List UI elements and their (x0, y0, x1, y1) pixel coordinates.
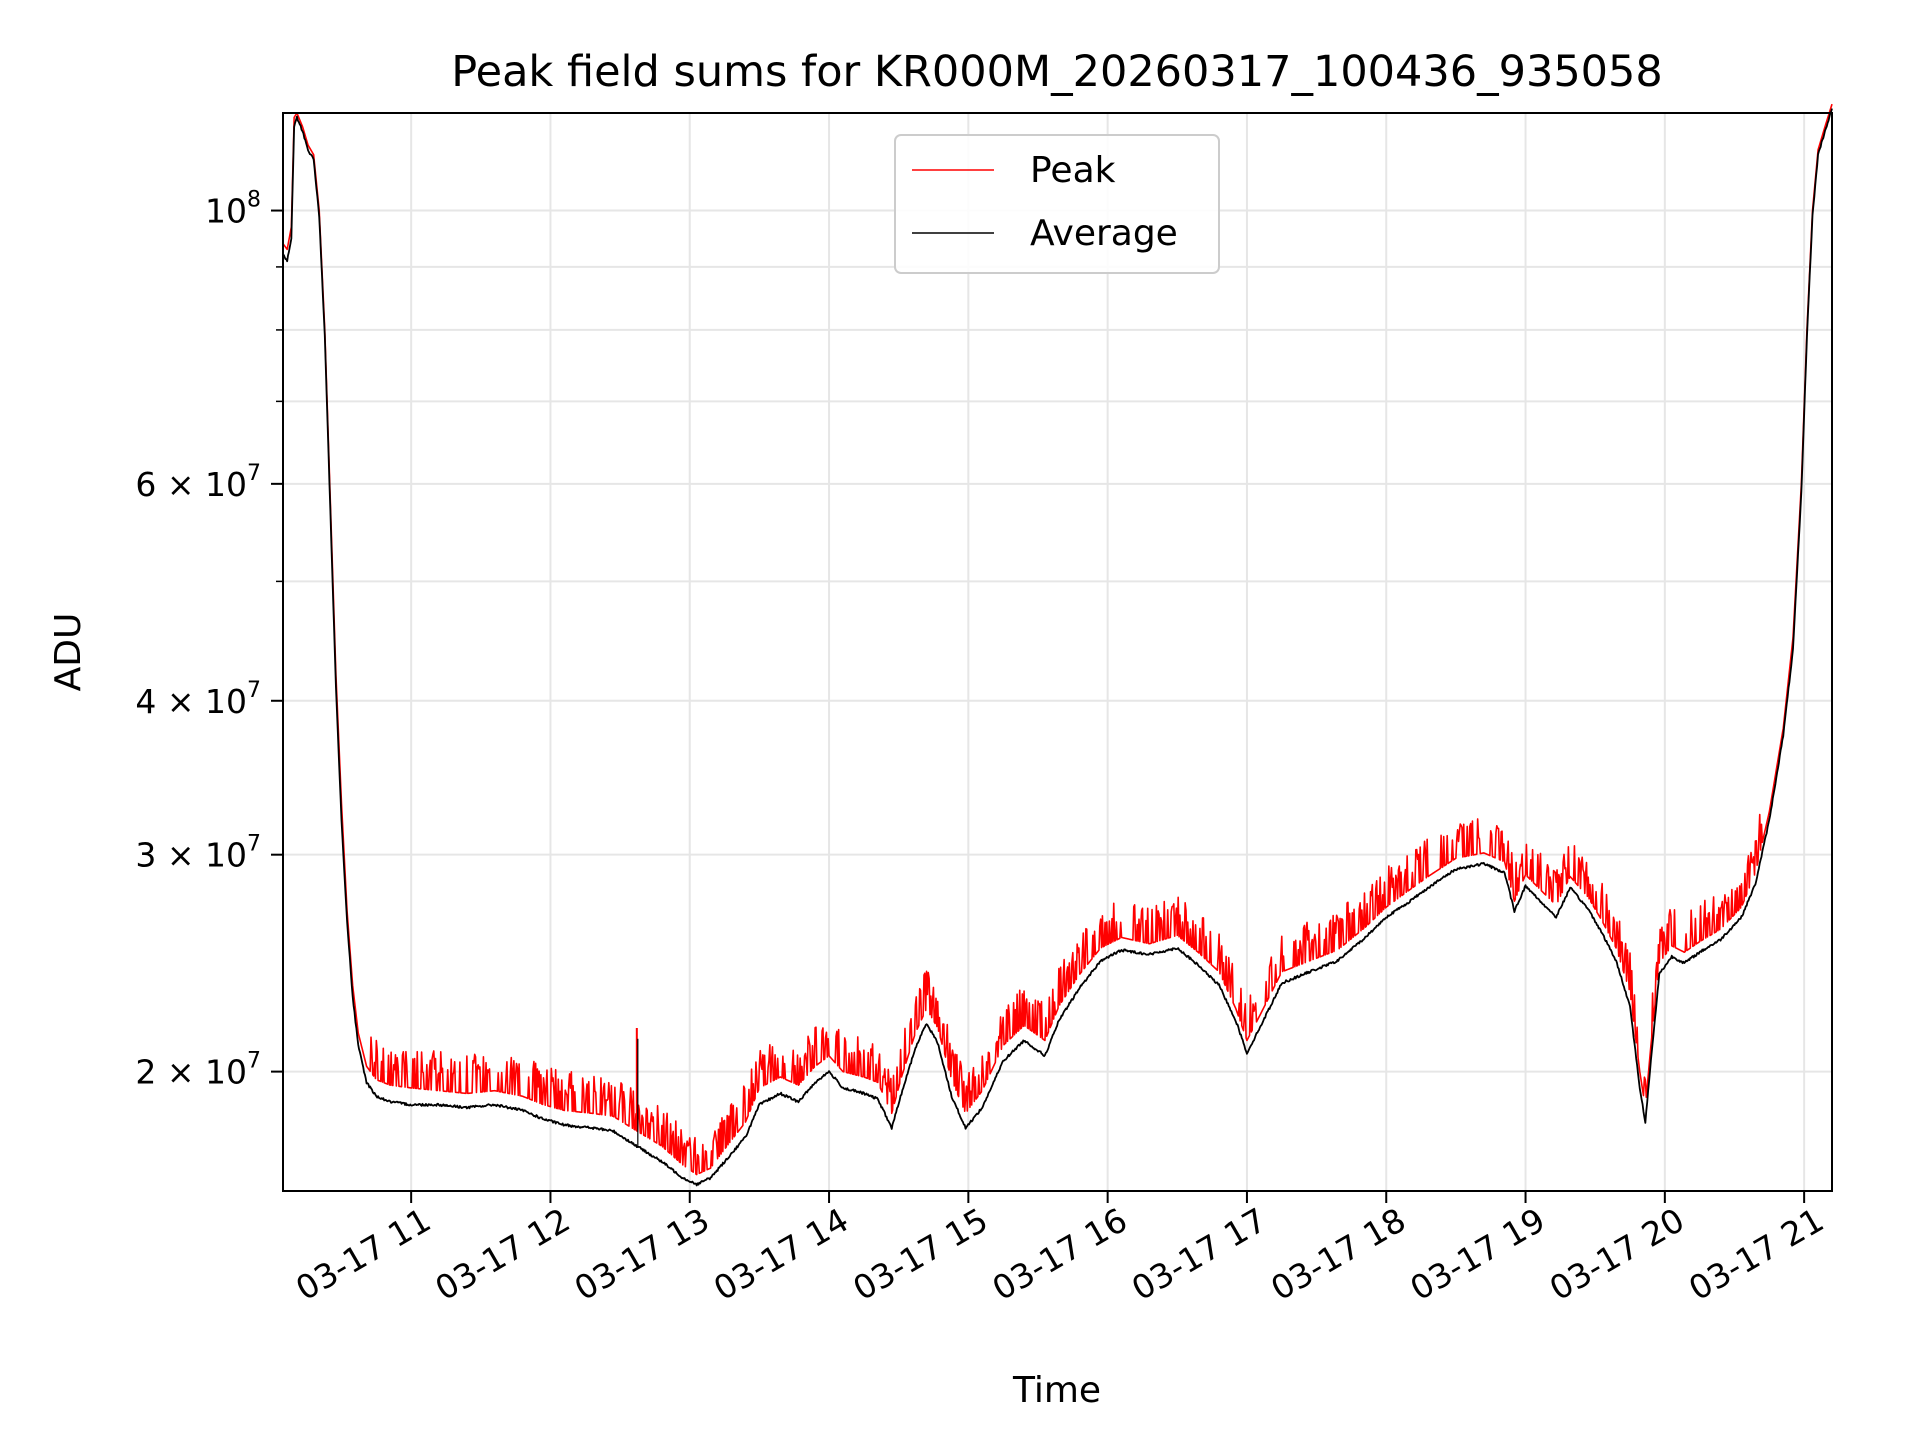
y-tick-label: 6 × 107 (135, 461, 261, 504)
series-line-average (282, 108, 1833, 1187)
legend-average-label: Average (1030, 213, 1178, 254)
y-tick-label: 108 (205, 188, 261, 231)
y-tick-label: 2 × 107 (135, 1049, 261, 1092)
y-tick-label: 4 × 107 (135, 678, 261, 721)
grid (283, 113, 1832, 1191)
y-axis-label: ADU (48, 613, 89, 692)
series-layer (282, 103, 1833, 1187)
plot-frame (282, 112, 1833, 1192)
y-tick-label: 3 × 107 (135, 832, 261, 875)
y-axis: 2 × 107 3 × 107 4 × 107 6 × 107 108 (135, 188, 283, 1092)
series-line-peak (282, 103, 1833, 1176)
legend: Peak Average (894, 134, 1220, 274)
x-axis-label: Time (1012, 1370, 1101, 1411)
chart-title: Peak field sums for KR000M_20260317_1004… (451, 47, 1663, 97)
legend-peak-label: Peak (1030, 150, 1116, 191)
